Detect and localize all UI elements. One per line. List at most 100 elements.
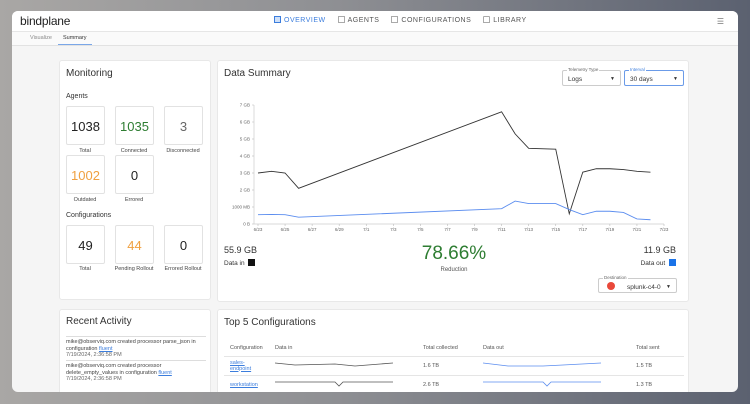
nav-label: CONFIGURATIONS [401, 17, 472, 24]
activity-text: mike@observiq.com created processor dele… [66, 363, 162, 376]
x-tick-label: 7/17 [578, 227, 587, 232]
x-tick-label: 7/19 [605, 227, 614, 232]
configs-errored[interactable]: 0 [164, 225, 203, 264]
monitoring-title: Monitoring [66, 68, 113, 79]
x-tick-label: 6/25 [281, 227, 290, 232]
configurations-heading: Configurations [66, 212, 112, 219]
y-tick-label: 3 GB [240, 171, 250, 176]
agents-total[interactable]: 1038 [66, 106, 105, 145]
telemetry-type-select[interactable]: Telemetry Type Logs ▼ [562, 67, 621, 86]
column-header: Total sent [630, 341, 684, 357]
tile-label: Total [79, 148, 91, 154]
x-tick-label: 7/1 [363, 227, 370, 232]
caret-down-icon: ▼ [666, 284, 671, 290]
data-out-value: 11.9 GB [643, 245, 676, 255]
data-out-sparkline [483, 381, 601, 387]
total-sent: 1.5 TB [630, 356, 684, 376]
agents-heading: Agents [66, 93, 88, 100]
column-header: Data in [269, 341, 417, 357]
select-value: 30 days [630, 76, 653, 83]
x-tick-label: 6/29 [335, 227, 344, 232]
bookmark-icon [483, 16, 491, 23]
tile-label: Outdated [73, 197, 97, 203]
configs-total[interactable]: 49 [66, 225, 105, 264]
nav-agents[interactable]: AGENTS [337, 16, 380, 24]
nav-label: AGENTS [347, 17, 380, 24]
tile-label: Disconnected [166, 148, 200, 154]
nav-library[interactable]: LIBRARY [483, 16, 526, 24]
configs-pending[interactable]: 44 [115, 225, 154, 264]
activity-time: 7/19/2024, 2:36:58 PM [66, 376, 122, 382]
table-row: sales-endpoint 1.6 TB 1.5 TB [224, 356, 684, 376]
x-tick-label: 7/9 [471, 227, 478, 232]
nav-overview[interactable]: OVERVIEW [274, 16, 326, 24]
series-line-data-out [257, 200, 651, 221]
configurations-icon [391, 16, 399, 23]
activity-item: mike@observiq.com created processor dele… [66, 360, 206, 383]
x-tick-label: 6/23 [254, 227, 263, 232]
tile-label: Pending Rollout [114, 266, 154, 272]
configuration-link[interactable]: sales-endpoint [230, 359, 252, 372]
legend-label: Data in [224, 260, 245, 267]
data-in-value: 55.9 GB [224, 245, 258, 255]
data-in-sparkline [274, 362, 394, 366]
x-tick-label: 7/21 [633, 227, 642, 232]
logo[interactable]: bindplane [20, 14, 71, 28]
x-tick-label: 7/3 [390, 227, 397, 232]
recent-activity-card: Recent Activity mike@observiq.com create… [59, 309, 211, 392]
configuration-link[interactable]: workstation [230, 381, 258, 388]
caret-down-icon: ▼ [610, 76, 615, 82]
activity-link[interactable]: fluent [99, 345, 113, 352]
x-tick-label: 7/5 [417, 227, 424, 232]
data-out-legend: Data out [641, 259, 676, 267]
select-label: Telemetry Type [567, 67, 600, 72]
data-summary-card: Data Summary Telemetry Type Logs ▼ Interva… [217, 60, 689, 302]
data-in-legend: Data in [224, 259, 256, 267]
y-tick-label: 0 B [243, 222, 250, 227]
column-header: Configuration [224, 341, 269, 357]
agents-errored[interactable]: 0 [115, 155, 154, 194]
column-header: Total collected [417, 341, 477, 357]
top-configurations-card: Top 5 Configurations Configuration Data i… [217, 309, 689, 392]
top-bar: bindplane OVERVIEW AGENTS CONFIGURATIONS… [12, 11, 738, 32]
x-tick-label: 6/27 [308, 227, 317, 232]
x-tick-label: 7/23 [660, 227, 669, 232]
series-line-data-in [257, 111, 651, 216]
select-value: splunk-c4-0 [627, 284, 661, 291]
destination-select[interactable]: Destination splunk-c4-0 ▼ [598, 275, 677, 293]
data-in-sparkline [275, 381, 393, 387]
data-summary-title: Data Summary [224, 68, 291, 79]
tab-visualize[interactable]: Visualize [30, 35, 52, 41]
interval-select[interactable]: Interval 30 days ▼ [624, 67, 684, 86]
y-tick-label: 4 GB [240, 154, 250, 159]
x-tick-label: 7/15 [551, 227, 560, 232]
y-tick-label: 7 GB [240, 103, 250, 108]
recent-activity-title: Recent Activity [66, 316, 132, 327]
monitoring-card: Monitoring Agents 1038 Total 1035 Connec… [59, 60, 211, 300]
reduction-label: Reduction [440, 267, 468, 273]
caret-down-icon: ▼ [673, 76, 678, 82]
hamburger-icon[interactable]: ☰ [716, 17, 724, 26]
agents-outdated[interactable]: 1002 [66, 155, 105, 194]
data-summary-chart: 0 B 1000 MB 2 GB 3 GB 4 GB 5 GB 6 GB 7 GB 6/23 6/… [232, 103, 669, 233]
main-nav: OVERVIEW AGENTS CONFIGURATIONS LIBRARY [274, 16, 527, 24]
tab-summary[interactable]: Summary [58, 35, 92, 45]
tile-label: Errored [124, 197, 144, 203]
legend-swatch [669, 259, 676, 266]
data-out-sparkline [482, 362, 602, 366]
agents-connected[interactable]: 1035 [115, 106, 154, 145]
table-row: workstation 2.6 TB 1.3 TB [224, 375, 684, 392]
total-sent: 1.3 TB [630, 375, 684, 392]
tile-label: Errored Rollout [164, 266, 202, 272]
tile-label: Connected [120, 148, 148, 154]
nav-configurations[interactable]: CONFIGURATIONS [391, 16, 471, 24]
activity-text: mike@observiq.com created processor pars… [66, 339, 196, 352]
activity-link[interactable]: fluent [158, 369, 172, 376]
select-label: Interval [629, 67, 646, 72]
app-window: bindplane OVERVIEW AGENTS CONFIGURATIONS… [12, 11, 738, 392]
x-tick-label: 7/13 [524, 227, 533, 232]
y-tick-label: 5 GB [240, 137, 250, 142]
legend-label: Data out [640, 260, 666, 267]
select-label: Destination [603, 275, 628, 280]
agents-disconnected[interactable]: 3 [164, 106, 203, 145]
